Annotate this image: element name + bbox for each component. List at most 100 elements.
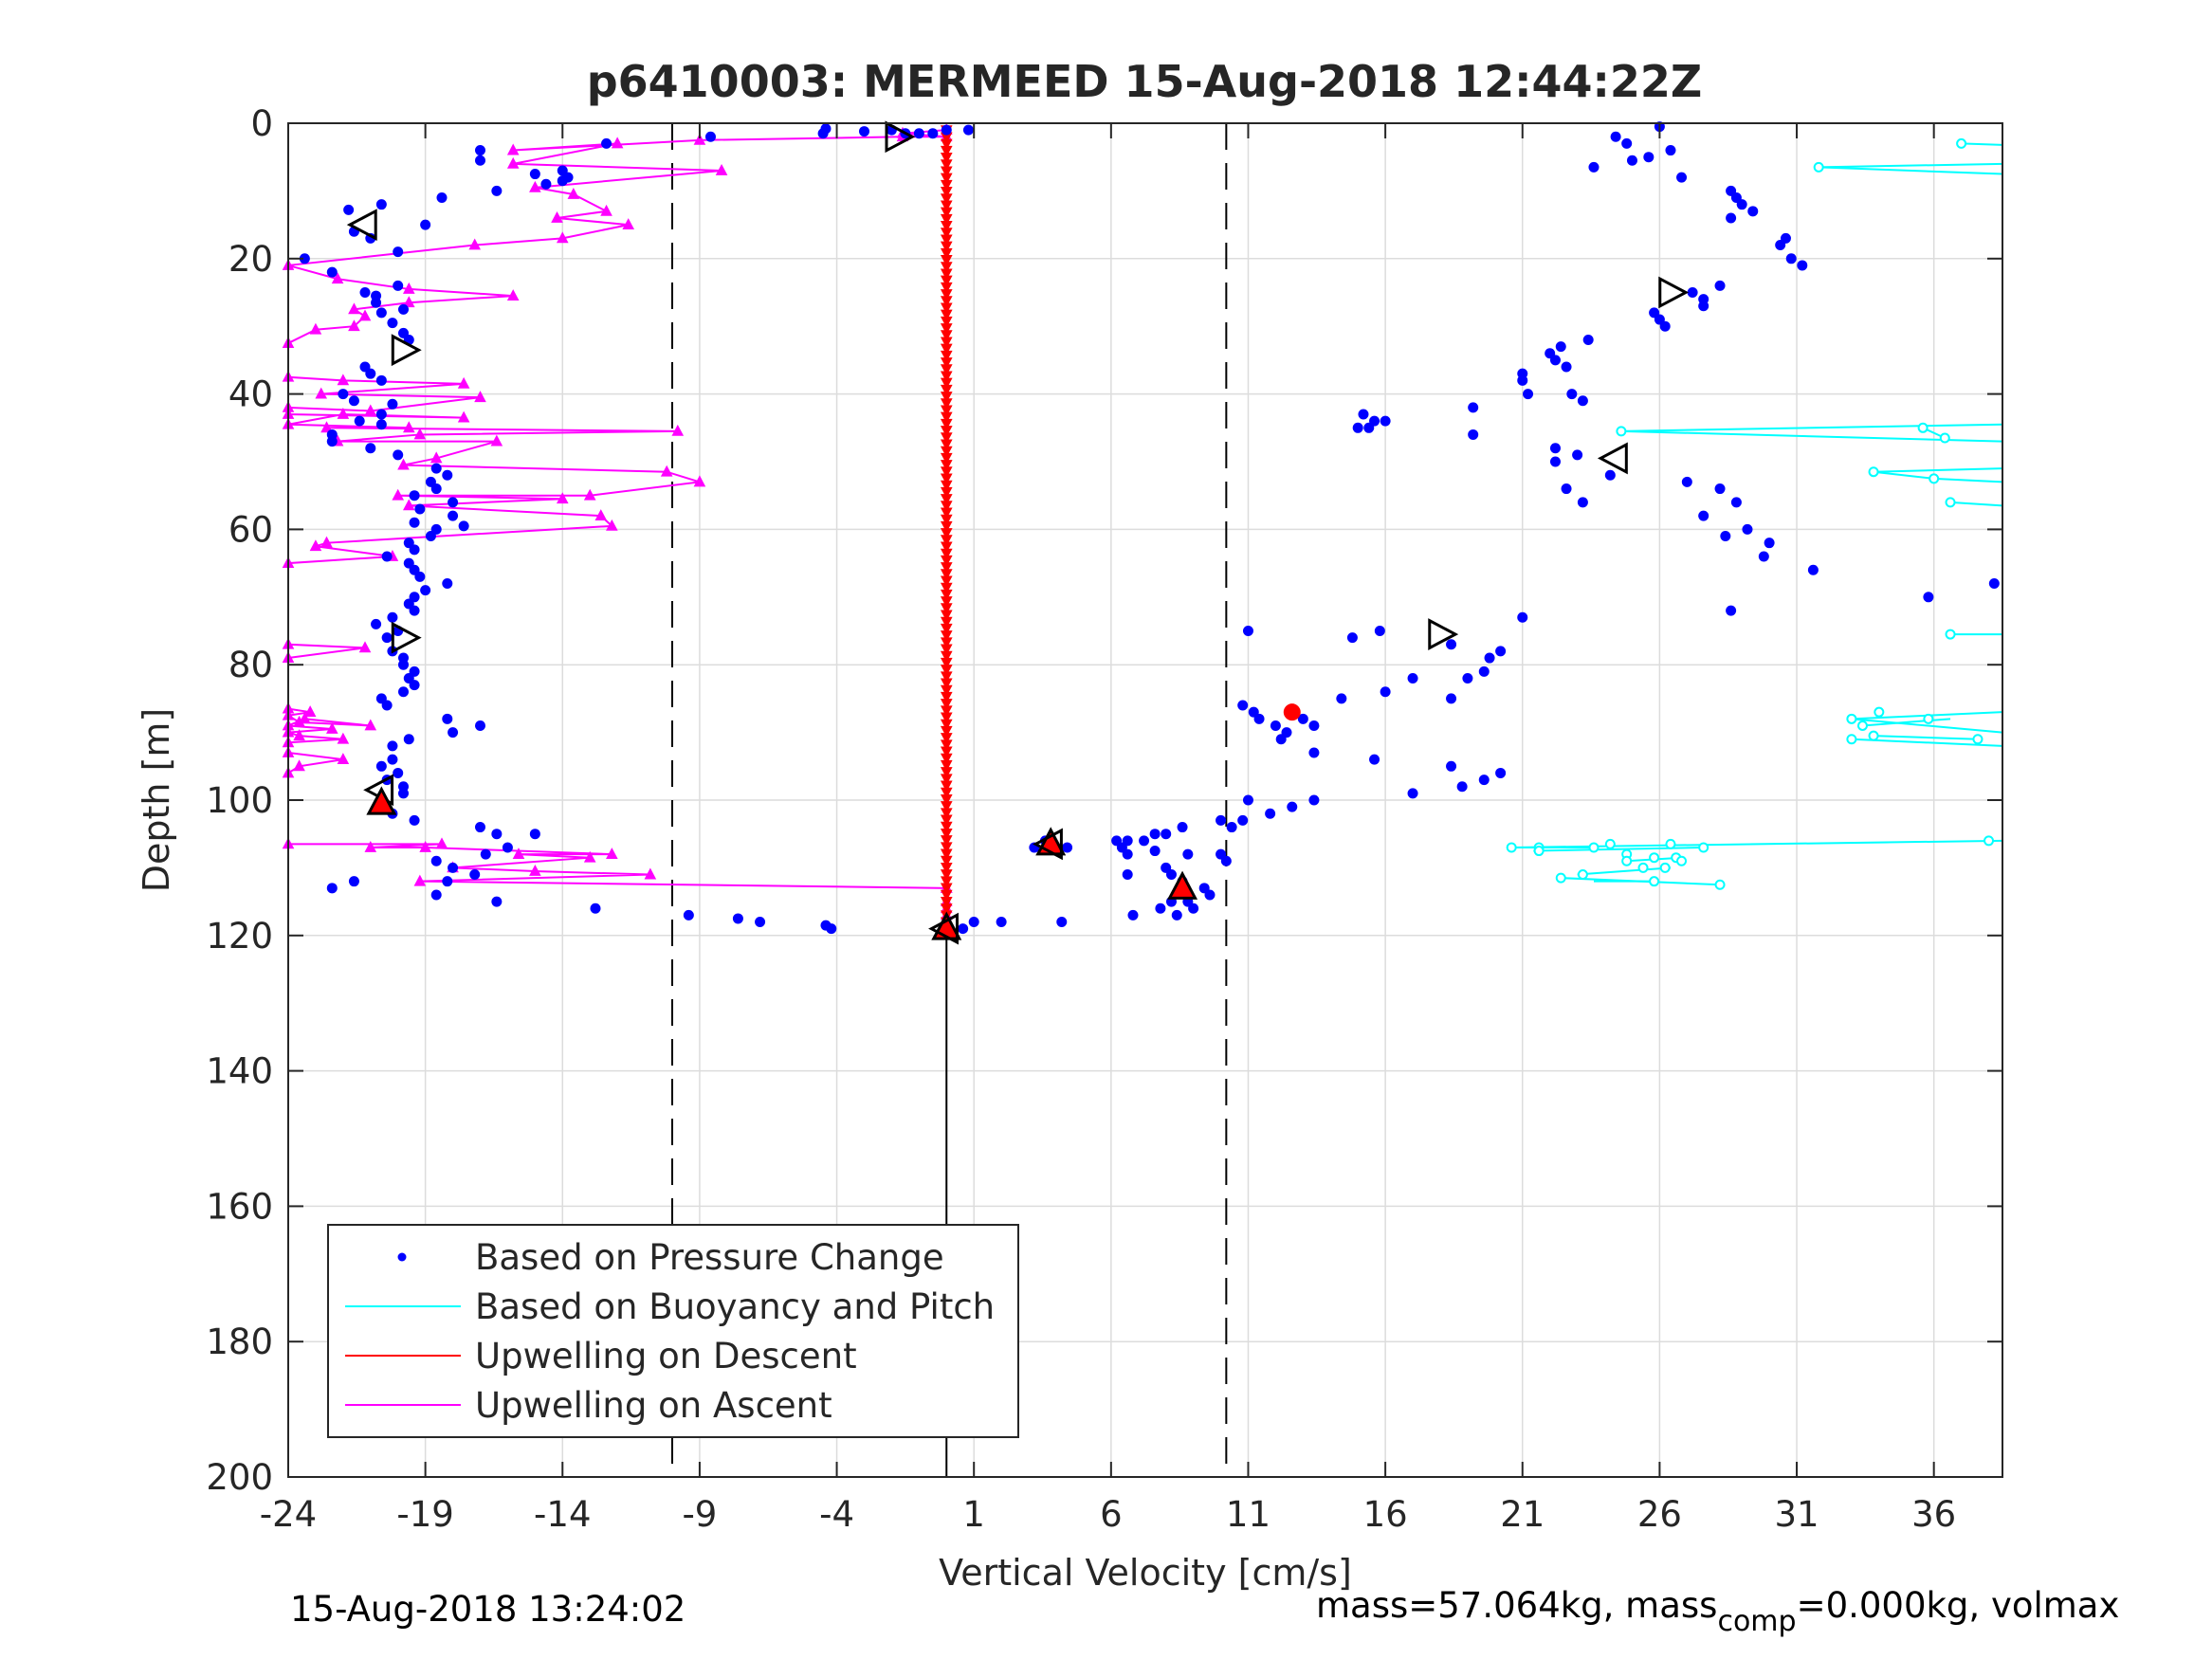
pressure-point xyxy=(1407,788,1418,799)
pressure-point xyxy=(409,490,420,501)
buoyancy-line xyxy=(1819,162,2003,169)
buoyancy-line xyxy=(1533,846,1704,852)
pressure-point xyxy=(1188,902,1199,914)
buoyancy-point xyxy=(1846,713,1857,724)
buoyancy-point xyxy=(1621,855,1633,866)
buoyancy-point xyxy=(1923,713,1934,724)
pressure-point xyxy=(1604,469,1616,481)
pressure-point xyxy=(474,155,485,166)
pressure-point xyxy=(409,605,420,616)
pressure-point xyxy=(1171,909,1182,921)
ascent-point xyxy=(364,719,377,731)
ascent-point xyxy=(315,387,328,399)
pressure-point xyxy=(1456,781,1468,793)
buoyancy-line xyxy=(1862,718,1951,727)
buoyancy-point xyxy=(1856,720,1868,731)
mass-footer: mass=57.064kg, masscomp=0.000kg, volmax xyxy=(1316,1585,2119,1638)
legend-entry: Upwelling on Ascent xyxy=(475,1385,832,1426)
pressure-point xyxy=(1127,909,1139,921)
buoyancy-line xyxy=(1851,738,2003,747)
pressure-point xyxy=(393,767,404,778)
pressure-point xyxy=(704,131,716,142)
y-tick-label: 20 xyxy=(229,239,273,280)
buoyancy-point xyxy=(1604,838,1616,849)
pressure-point xyxy=(1380,415,1391,427)
pressure-point xyxy=(1297,713,1308,724)
pressure-point xyxy=(1610,131,1621,142)
pressure-point xyxy=(414,503,426,515)
highlight-marker-filled xyxy=(1167,870,1198,900)
pressure-point xyxy=(1561,483,1572,495)
pressure-point xyxy=(1220,855,1232,866)
y-tick-label: 120 xyxy=(206,916,273,957)
pressure-point xyxy=(1149,846,1161,857)
pressure-point xyxy=(1478,665,1490,677)
pressure-point xyxy=(442,578,453,590)
y-tick-label: 200 xyxy=(206,1457,273,1498)
pressure-point xyxy=(430,483,442,495)
buoyancy-point xyxy=(1588,842,1600,853)
ascent-point xyxy=(715,163,728,175)
pressure-point xyxy=(393,449,404,461)
buoyancy-point xyxy=(1874,706,1885,718)
x-tick-label: 31 xyxy=(1774,1494,1819,1535)
pressure-point xyxy=(375,374,387,386)
pressure-point xyxy=(1462,672,1473,684)
pressure-point xyxy=(1204,889,1216,901)
pressure-point xyxy=(1287,801,1298,812)
y-tick-label: 40 xyxy=(229,374,273,415)
pressure-point xyxy=(1577,497,1588,508)
pressure-point xyxy=(1363,422,1375,433)
timestamp-footer: 15-Aug-2018 13:24:02 xyxy=(290,1589,686,1630)
pressure-point xyxy=(1161,829,1172,840)
ascent-point xyxy=(358,641,372,653)
buoyancy-point xyxy=(1714,879,1726,890)
pressure-point xyxy=(1676,172,1688,183)
ascent-point xyxy=(364,840,377,852)
pressure-point xyxy=(442,876,453,887)
pressure-point xyxy=(590,902,601,914)
ascent-point xyxy=(337,732,350,744)
pressure-point xyxy=(448,862,459,873)
buoyancy-point xyxy=(1676,855,1688,866)
pressure-point xyxy=(540,178,552,190)
pressure-point xyxy=(1237,814,1249,826)
highlight-marker-right xyxy=(391,334,422,367)
ascent-point xyxy=(457,410,470,423)
pressure-point xyxy=(1577,395,1588,407)
ascent-point xyxy=(392,488,405,501)
pressure-point xyxy=(448,497,459,508)
pressure-point xyxy=(1785,253,1797,264)
buoyancy-line xyxy=(1851,718,2003,734)
pressure-point xyxy=(343,204,355,215)
pressure-point xyxy=(1588,161,1600,173)
pressure-point xyxy=(1446,760,1457,772)
ascent-point xyxy=(293,729,305,741)
pressure-point xyxy=(1582,334,1594,345)
pressure-point xyxy=(1149,829,1161,840)
pressure-point xyxy=(1358,409,1369,420)
buoyancy-point xyxy=(1665,838,1676,849)
ascent-point xyxy=(430,451,443,464)
pressure-point xyxy=(375,199,387,210)
ascent-point xyxy=(402,421,415,433)
x-tick-label: 11 xyxy=(1226,1494,1271,1535)
pressure-point xyxy=(1720,531,1731,542)
pressure-point xyxy=(1446,693,1457,704)
pressure-point xyxy=(1730,497,1742,508)
pressure-point xyxy=(1714,483,1726,495)
pressure-point xyxy=(420,585,431,596)
pressure-point xyxy=(1484,652,1495,664)
pressure-point xyxy=(1626,155,1637,166)
pressure-point xyxy=(348,395,359,407)
pressure-point xyxy=(381,551,393,562)
x-tick-label: 26 xyxy=(1637,1494,1682,1535)
y-tick-label: 180 xyxy=(206,1322,273,1362)
ascent-point xyxy=(397,458,410,470)
pressure-point xyxy=(1923,592,1934,603)
legend-box xyxy=(327,1224,1019,1438)
pressure-point xyxy=(1549,443,1561,454)
buoyancy-line xyxy=(1819,166,2003,175)
pressure-point xyxy=(1374,626,1385,636)
ascent-point xyxy=(671,424,685,436)
